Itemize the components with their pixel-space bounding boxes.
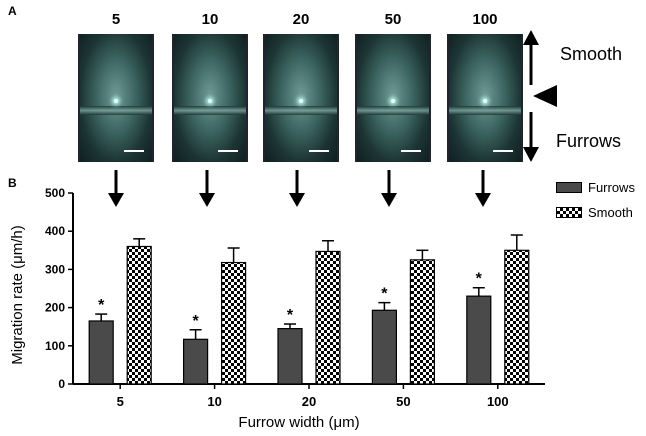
furrows-down-arrow — [523, 112, 539, 162]
scale-bar — [124, 150, 144, 152]
arrow-to-bar-50 — [381, 170, 397, 207]
scale-bar — [401, 150, 421, 152]
legend-swatch-smooth — [556, 207, 582, 218]
y-tick-label: 0 — [58, 377, 65, 391]
bar-smooth — [504, 249, 530, 385]
image-label-20: 20 — [292, 11, 310, 28]
legend-label-smooth: Smooth — [588, 205, 633, 220]
x-tick-label: 50 — [396, 394, 410, 409]
micrograph-50 — [355, 34, 431, 162]
bar-furrows — [88, 320, 114, 385]
bar-furrows — [183, 338, 209, 385]
significance-marker: * — [381, 286, 388, 303]
image-label-50: 50 — [384, 11, 402, 28]
x-tick-label: 100 — [487, 394, 509, 409]
boundary-marker-icon — [533, 85, 557, 107]
scale-bar — [493, 150, 513, 152]
y-tick-label: 100 — [45, 339, 65, 353]
scale-bar — [309, 150, 329, 152]
legend-swatch-furrows — [556, 182, 582, 193]
x-tick-label: 10 — [207, 394, 221, 409]
smooth-up-arrow — [523, 30, 539, 85]
y-tick-label: 300 — [45, 262, 65, 276]
micrograph-20 — [263, 34, 339, 162]
y-tick-label: 400 — [45, 224, 65, 238]
panel-b-letter: B — [8, 176, 17, 190]
furrows-side-label: Furrows — [556, 131, 622, 151]
image-label-5: 5 — [111, 11, 121, 28]
micrograph-10 — [172, 34, 248, 162]
micrograph-100 — [447, 34, 523, 162]
x-tick-label: 5 — [117, 394, 124, 409]
bar-furrows — [371, 309, 397, 385]
image-label-100: 100 — [472, 11, 498, 28]
bar-smooth — [126, 245, 152, 385]
legend-label-furrows: Furrows — [588, 180, 635, 195]
significance-marker: * — [192, 313, 199, 330]
arrow-to-bar-20 — [289, 170, 305, 207]
micrograph-5 — [78, 34, 154, 162]
y-tick-label: 200 — [45, 301, 65, 315]
significance-marker: * — [287, 307, 294, 324]
bar-smooth — [315, 250, 341, 385]
arrow-to-bar-10 — [199, 170, 215, 207]
significance-marker: * — [476, 271, 483, 288]
arrow-to-bar-5 — [108, 170, 124, 207]
scale-bar — [218, 150, 238, 152]
x-tick-label: 20 — [302, 394, 316, 409]
image-label-10: 10 — [201, 11, 219, 28]
y-axis-label: Migration rate (μm/h) — [9, 225, 26, 365]
x-axis-label: Furrow width (μm) — [238, 414, 359, 431]
bar-smooth — [221, 261, 247, 385]
bar-furrows — [277, 328, 303, 385]
bar-furrows — [466, 295, 492, 385]
panel-a-letter: A — [8, 4, 17, 18]
smooth-side-label: Smooth — [560, 44, 623, 64]
y-tick-label: 500 — [45, 186, 65, 200]
arrow-to-bar-100 — [475, 170, 491, 207]
bar-smooth — [409, 259, 435, 385]
significance-marker: * — [98, 297, 105, 314]
